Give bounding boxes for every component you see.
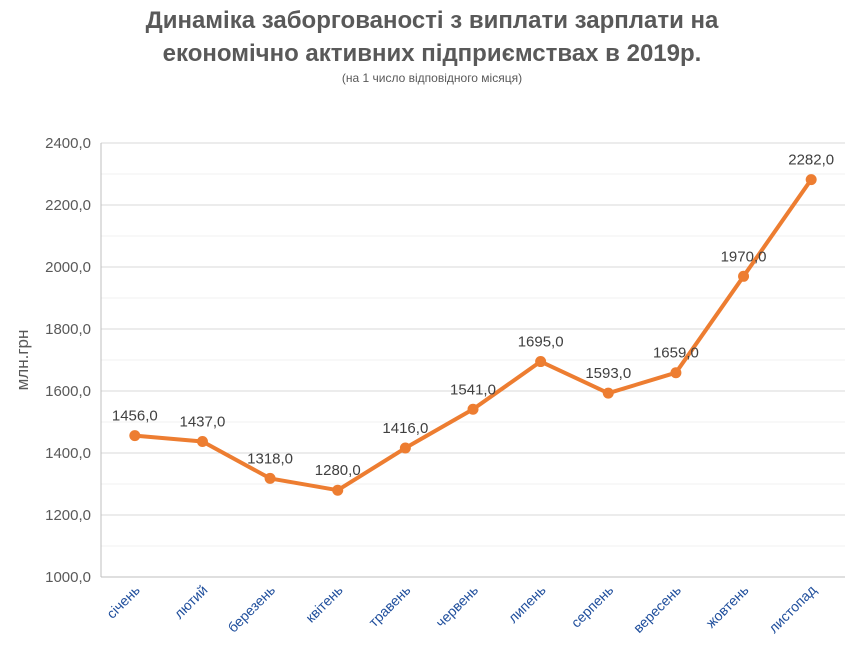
chart-subtitle: (на 1 число відповідного місяця) xyxy=(341,71,523,85)
y-tick-label: 2200,0 xyxy=(45,197,91,214)
chart-title-line1: Динаміка заборгованості з виплати зарпла… xyxy=(145,7,719,34)
x-tick-label: серпень xyxy=(568,582,617,631)
data-point xyxy=(805,174,817,186)
x-tick-label: травень xyxy=(365,582,413,630)
data-point xyxy=(129,430,141,442)
chart-title: Динаміка заборгованості з виплати зарпла… xyxy=(0,4,864,70)
data-label: 1318,0 xyxy=(247,450,293,467)
data-label: 1437,0 xyxy=(180,414,226,431)
x-tick-label: квітень xyxy=(302,582,346,626)
axes xyxy=(100,143,845,578)
data-label: 1695,0 xyxy=(518,334,564,351)
x-tick-label: лютий xyxy=(171,582,211,622)
y-tick-label: 2000,0 xyxy=(45,259,91,276)
data-point xyxy=(738,270,750,282)
series-line xyxy=(132,177,814,493)
x-tick-label: жовтень xyxy=(703,582,752,631)
data-label: 1593,0 xyxy=(585,365,631,382)
chart-title-line2: економічно активних підприємствах в 2019… xyxy=(162,40,702,67)
data-points xyxy=(129,174,817,496)
y-tick-label: 1200,0 xyxy=(45,507,91,524)
data-point xyxy=(602,387,614,399)
data-label: 1541,0 xyxy=(450,381,496,398)
data-point xyxy=(264,472,276,484)
y-tick-label: 1000,0 xyxy=(45,569,91,586)
x-tick-label: липень xyxy=(505,582,549,626)
data-label: 1659,0 xyxy=(653,345,699,362)
y-axis-ticks: 1000,0 1200,0 1400,0 1600,0 1800,0 2000,0 2200… xyxy=(45,135,91,586)
y-tick-label: 1800,0 xyxy=(45,321,91,338)
data-label: 1416,0 xyxy=(382,420,428,437)
y-tick-label: 1600,0 xyxy=(45,383,91,400)
data-label: 1970,0 xyxy=(721,248,767,265)
x-tick-label: листопад xyxy=(765,582,819,636)
data-point xyxy=(332,484,344,496)
data-point xyxy=(535,356,547,368)
series-polyline xyxy=(132,177,814,493)
data-point xyxy=(467,403,479,415)
data-label: 2282,0 xyxy=(788,152,834,169)
data-label: 1280,0 xyxy=(315,462,361,479)
x-tick-label: вересень xyxy=(630,582,684,636)
y-axis-label: млн.грн xyxy=(13,330,32,391)
x-tick-label: січень xyxy=(103,582,143,622)
y-tick-label: 1400,0 xyxy=(45,445,91,462)
data-point xyxy=(196,436,208,448)
data-point xyxy=(399,442,411,454)
x-tick-label: березень xyxy=(224,582,278,636)
data-point xyxy=(670,367,682,379)
y-tick-label: 2400,0 xyxy=(45,135,91,152)
x-tick-label: червень xyxy=(432,582,481,631)
data-labels: 1456,0 1437,0 1318,0 1280,0 1416,0 1541,0 1695… xyxy=(112,152,834,480)
data-label: 1456,0 xyxy=(112,408,158,425)
gridlines xyxy=(101,142,845,547)
x-axis-ticks: січень лютий березень квітень травень червень… xyxy=(103,582,819,636)
